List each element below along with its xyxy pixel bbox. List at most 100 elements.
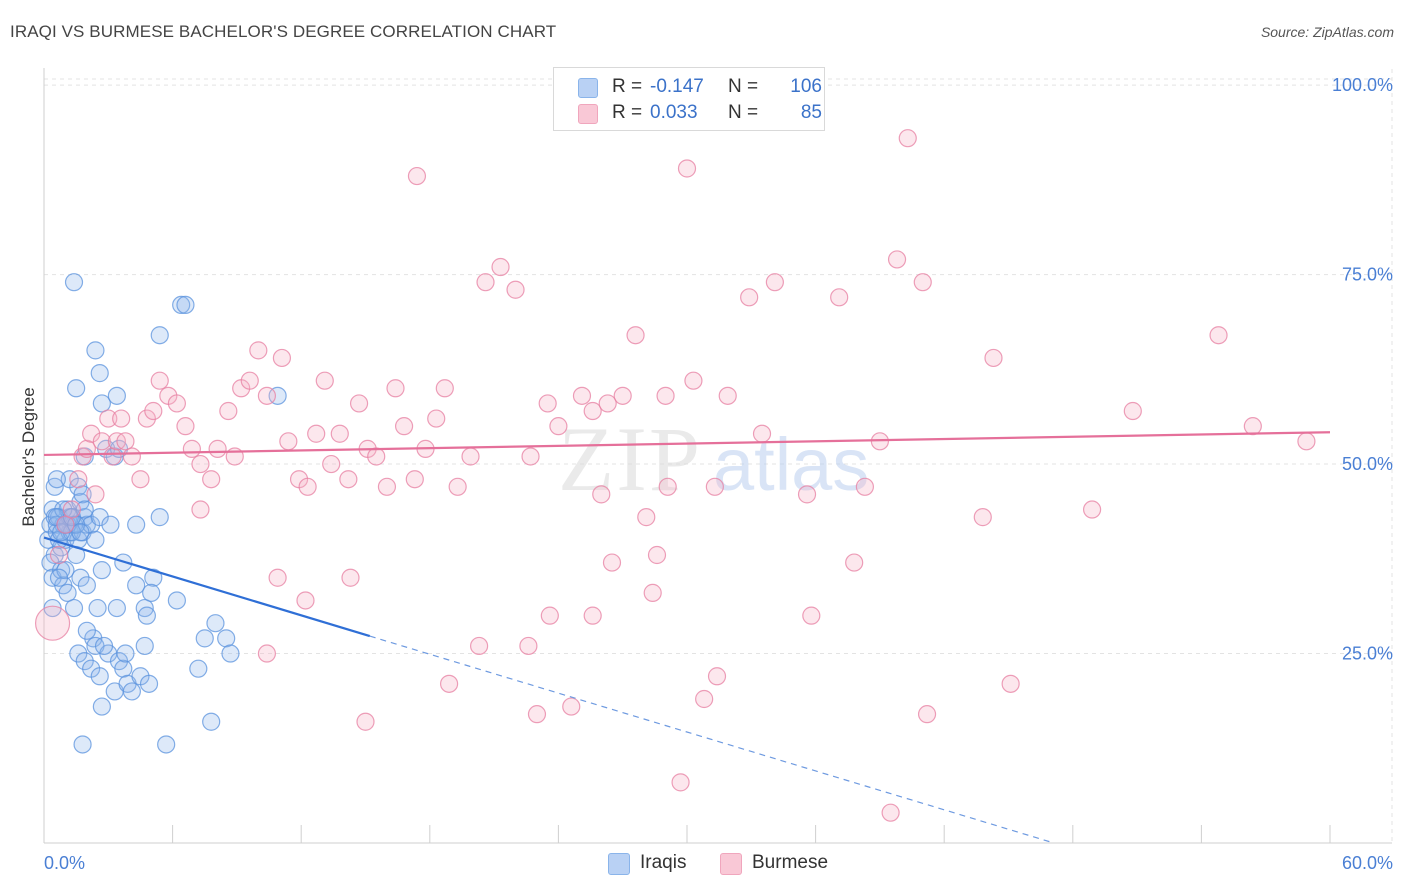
data-point-burmese [718,386,737,405]
data-point-burmese [150,371,169,390]
data-point-iraqis [73,735,92,754]
data-point-iraqis [157,735,176,754]
watermark: ZIP atlas [558,408,869,510]
data-point-burmese [527,705,547,724]
data-point-iraqis [144,568,163,587]
data-point-burmese [219,401,238,421]
data-point-burmese [602,553,622,572]
data-point-burmese [695,689,714,709]
data-point-burmese [506,280,525,299]
data-point-iraqis [135,636,154,656]
y-tick-label: 75.0% [1342,265,1393,285]
data-point-burmese [740,288,759,307]
data-point-burmese [439,674,459,693]
data-point-iraqis [77,621,96,640]
data-point-burmese [917,705,937,724]
legend-r-label: R = [612,102,643,123]
data-point-burmese [448,477,467,496]
data-point-iraqis [56,561,75,580]
data-point-iraqis [71,568,90,587]
data-point-burmese [1297,432,1316,451]
trend-lines [43,431,1331,844]
trend-line-burmese [43,431,1331,457]
data-point-iraqis [88,598,107,618]
data-point-burmese [469,636,489,656]
data-point-burmese [367,447,386,466]
data-point-burmese [887,250,907,269]
legend-r-value: -0.147 [650,76,704,97]
legend-label-iraqis: Iraqis [640,852,687,873]
data-point-iraqis [206,614,225,633]
legend-swatch-burmese [578,104,598,124]
data-point-iraqis [122,682,141,701]
data-point-burmese [268,568,287,587]
data-point-burmese [349,394,369,413]
data-point-burmese [62,500,81,519]
data-point-burmese [984,348,1003,368]
watermark-zip: ZIP [558,408,702,510]
data-point-burmese [240,371,259,390]
series-iraqis [39,273,287,754]
data-point-burmese [257,644,277,663]
data-point-burmese [830,288,849,307]
data-point-burmese [855,477,874,496]
data-point-burmese [307,424,326,443]
data-point-burmese [643,583,662,602]
data-point-iraqis [142,583,161,602]
data-point-burmese [131,470,150,489]
stats-legend: R = -0.147 N = 106 R = 0.033 N = 85 [553,67,825,131]
y-tick-labels: 25.0% 50.0% 75.0% 100.0% [1332,75,1393,663]
data-point-burmese [49,545,69,565]
data-point-burmese [122,447,141,466]
data-point-burmese [191,454,210,474]
data-point-iraqis [77,576,96,595]
chart-title: IRAQI VS BURMESE BACHELOR'S DEGREE CORRE… [10,22,557,41]
data-point-burmese [647,545,667,565]
data-point-burmese [167,394,186,413]
data-point-iraqis [90,667,109,686]
data-point-burmese [802,606,821,625]
data-point-iraqis [116,644,135,663]
data-point-burmese [103,447,122,466]
data-point-burmese [881,803,900,822]
data-point-burmese [427,409,446,428]
data-point-burmese [797,485,817,504]
data-point-iraqis [189,659,208,678]
data-point-burmese [86,485,105,504]
data-point-iraqis [90,364,109,383]
data-point-burmese [298,477,317,496]
data-point-burmese [208,439,227,458]
data-point-burmese [684,371,703,390]
data-point-burmese [356,712,375,731]
data-point-burmese [99,409,118,428]
data-point-iraqis [92,561,111,580]
data-point-burmese [538,394,557,413]
data-point-burmese [521,447,540,466]
data-point-burmese [476,273,495,292]
data-point-burmese [613,386,632,405]
legend-n-value: 106 [790,76,822,97]
data-point-burmese [394,417,414,436]
data-point-iraqis [75,500,94,519]
data-point-burmese [56,515,75,534]
data-point-iraqis [127,515,146,534]
data-point-burmese [1209,326,1228,345]
data-point-burmese [341,568,360,587]
data-point-iraqis [150,508,169,527]
data-point-burmese [656,386,675,405]
data-point-burmese [435,379,454,398]
data-point-burmese [519,636,538,656]
data-point-burmese [658,477,677,496]
data-point-burmese [315,371,334,390]
data-point-burmese [296,591,315,610]
data-point-iraqis [137,606,156,625]
data-point-iraqis [150,326,169,345]
data-point-burmese [583,606,602,625]
data-point-iraqis [127,576,146,595]
data-point-iraqis [52,561,71,580]
data-point-iraqis [86,530,105,549]
data-point-burmese [752,424,772,443]
legend-r-value: 0.033 [650,102,698,123]
data-point-burmese [626,326,645,345]
data-point-burmese [386,379,405,398]
